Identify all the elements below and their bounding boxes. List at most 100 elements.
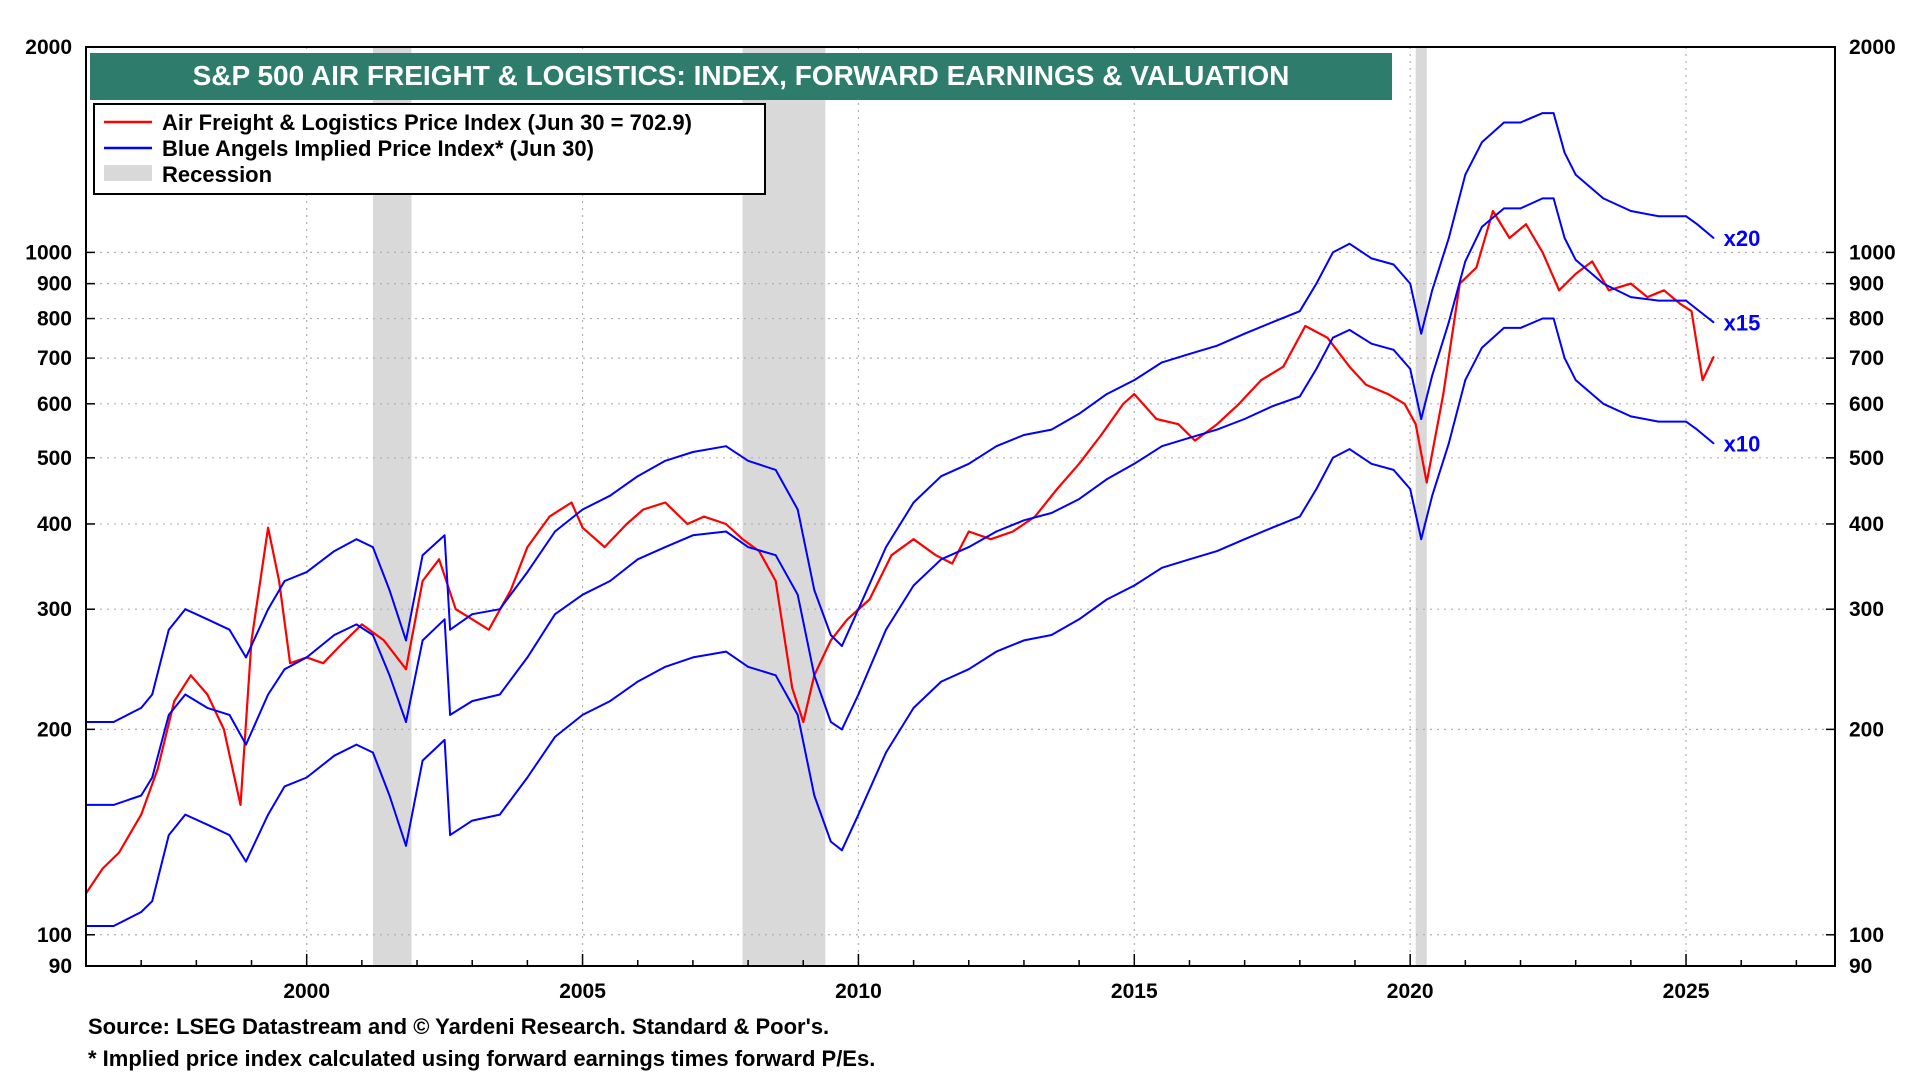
series-point <box>747 665 749 668</box>
series-point <box>1464 173 1467 176</box>
series-point <box>1348 365 1351 368</box>
series-label-x10: x10 <box>1724 431 1761 456</box>
series-point <box>1701 379 1704 381</box>
series-point <box>1326 336 1329 339</box>
y-tick-label-right: 100 <box>1849 924 1884 947</box>
plot-frame <box>85 46 1836 967</box>
series-point <box>548 515 551 518</box>
series-point <box>1657 299 1660 302</box>
series-point <box>1630 210 1632 212</box>
series-point <box>841 849 843 852</box>
series-point <box>1012 530 1014 533</box>
series-point <box>1503 207 1505 210</box>
series-point <box>1133 462 1136 465</box>
series-point <box>1657 420 1660 423</box>
series-point <box>725 445 727 448</box>
series-point <box>239 804 242 806</box>
series-point <box>1431 494 1434 497</box>
series-point <box>1541 317 1544 320</box>
series-point <box>1370 257 1373 260</box>
series-point <box>509 589 512 591</box>
series-point <box>278 580 280 582</box>
y-tick-label-left: 100 <box>37 924 72 947</box>
y-tick-label-left: 900 <box>37 273 72 296</box>
series-point <box>796 714 799 716</box>
series-point <box>1348 242 1351 245</box>
series-point <box>1332 251 1334 254</box>
series-point <box>184 813 187 816</box>
series-point <box>1243 418 1246 420</box>
series-point <box>526 571 529 573</box>
series-point <box>305 776 308 779</box>
series-point <box>967 546 970 548</box>
series-point <box>609 700 611 702</box>
y-tick-label-left: 300 <box>37 598 72 621</box>
series-point <box>1646 296 1649 298</box>
series-point <box>1685 420 1687 423</box>
series-point <box>471 819 474 822</box>
series-point <box>140 911 143 913</box>
series-point <box>1348 329 1351 331</box>
series-point <box>189 674 192 677</box>
series-point <box>173 700 176 702</box>
series-point <box>1023 639 1025 642</box>
series-point <box>1591 260 1594 263</box>
series-point <box>857 608 860 611</box>
legend-label-recession: Recession <box>162 162 272 187</box>
series-point <box>1260 379 1263 381</box>
series-point <box>1105 598 1108 601</box>
series-point <box>388 794 391 797</box>
series-point <box>1431 374 1434 377</box>
series-point <box>1519 207 1522 210</box>
series-point <box>267 813 269 816</box>
series-point <box>1563 151 1566 154</box>
chart-title: S&P 500 AIR FREIGHT & LOGISTICS: INDEX, … <box>193 60 1290 91</box>
series-point <box>333 634 336 636</box>
series-point <box>438 558 440 561</box>
series-point <box>1630 415 1632 418</box>
series-point <box>774 674 777 677</box>
x-tick-label: 2020 <box>1387 980 1434 1003</box>
series-point <box>1392 348 1395 351</box>
series-point <box>283 668 286 671</box>
y-tick-label-left: 2000 <box>25 36 72 59</box>
series-line-x10 <box>86 317 1715 927</box>
source-footnote: Source: LSEG Datastream and © Yardeni Re… <box>88 1014 830 1039</box>
series-point <box>1348 448 1351 450</box>
x-tick-label: 2005 <box>559 980 606 1003</box>
series-point <box>1558 289 1560 292</box>
series-point <box>967 462 970 465</box>
series-point <box>449 714 451 716</box>
series-point <box>245 656 247 659</box>
series-point <box>609 580 611 582</box>
series-point <box>1271 321 1274 324</box>
series-point <box>1431 289 1434 292</box>
series-point <box>967 530 970 533</box>
series-point <box>1464 260 1467 263</box>
series-point <box>1315 282 1318 285</box>
series-point <box>267 526 269 529</box>
series-point <box>581 526 584 529</box>
series-point <box>1696 223 1698 226</box>
y-tick-label-right: 200 <box>1849 718 1884 741</box>
series-point <box>1685 215 1687 218</box>
series-point <box>940 558 943 561</box>
series-point <box>1392 469 1395 471</box>
series-point <box>355 623 358 626</box>
series-point <box>454 608 457 611</box>
series-point <box>692 534 694 537</box>
series-point <box>322 662 325 665</box>
series-point <box>857 693 860 696</box>
y-tick-label-left: 800 <box>37 308 72 331</box>
x-tick-label: 2025 <box>1663 980 1710 1003</box>
series-point <box>140 794 143 797</box>
series-point <box>1425 481 1428 484</box>
series-point <box>1508 237 1511 239</box>
series-point <box>1690 310 1693 313</box>
series-point <box>421 580 424 582</box>
series-point <box>802 721 805 723</box>
series-point <box>912 538 915 541</box>
series-point <box>140 813 143 816</box>
series-point <box>333 754 336 757</box>
series-point <box>405 844 407 847</box>
